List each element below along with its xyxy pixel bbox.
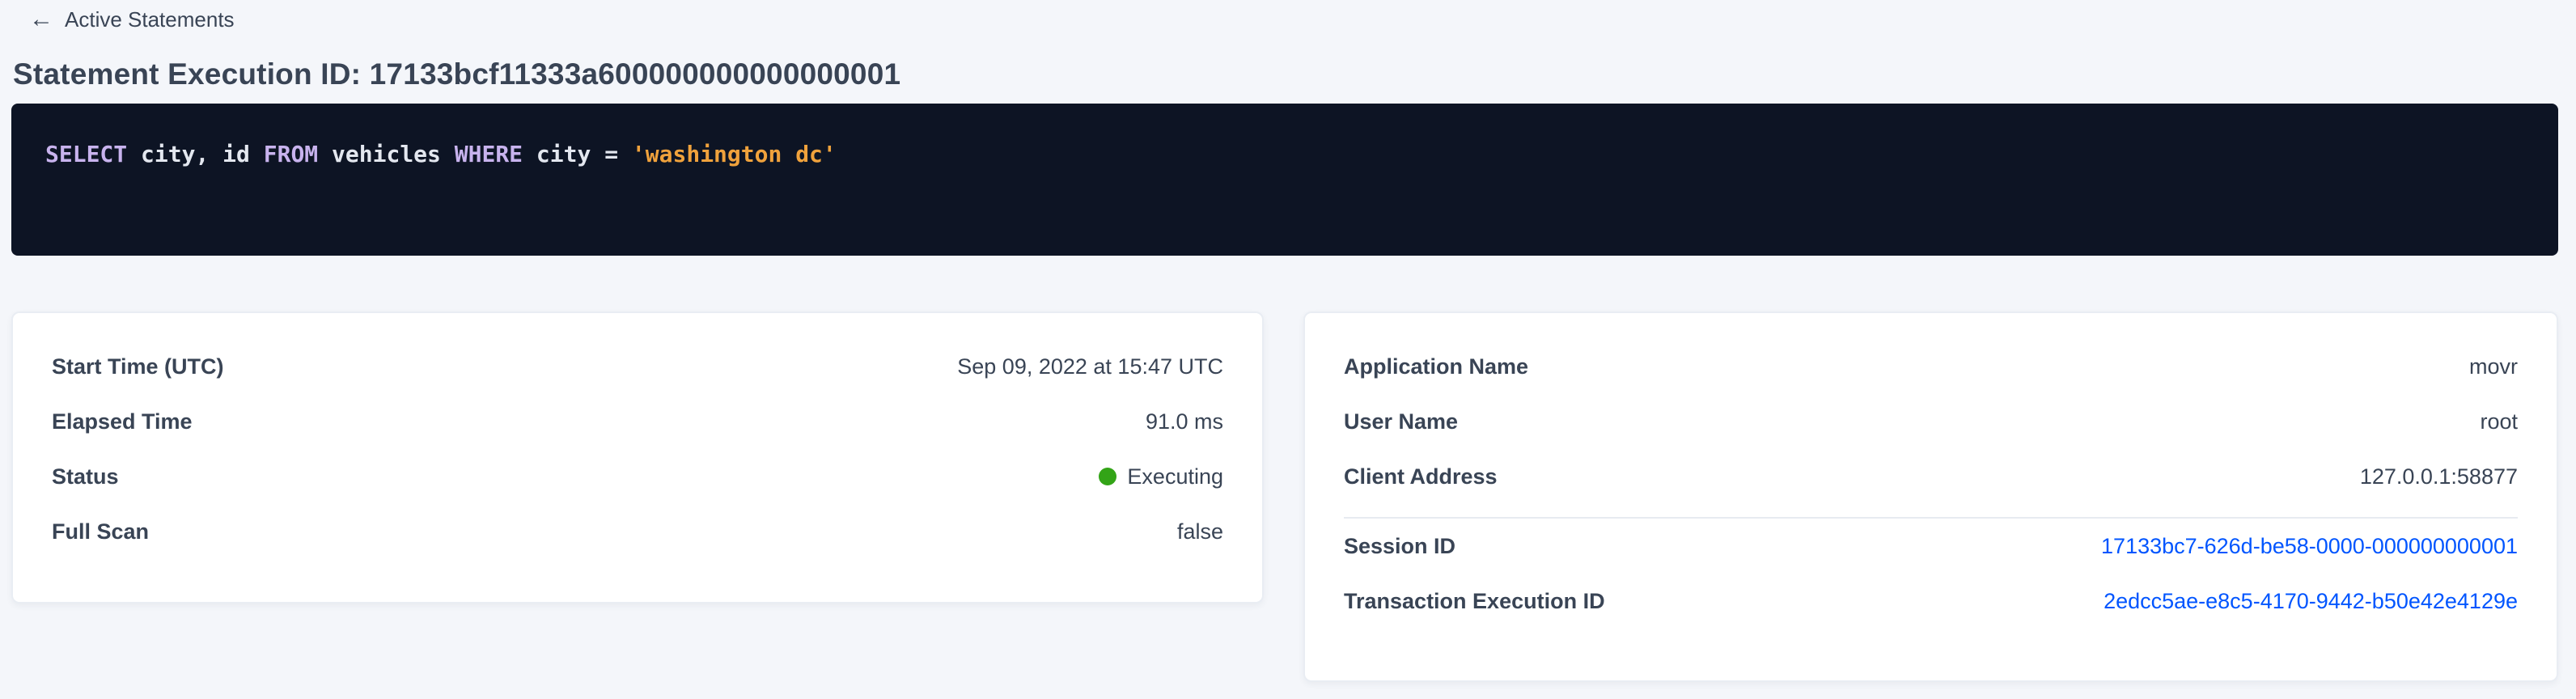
application-name-value: movr bbox=[2469, 354, 2518, 379]
elapsed-time-row: Elapsed Time 91.0 ms bbox=[52, 394, 1223, 449]
card-divider bbox=[1344, 517, 2518, 519]
session-id-label: Session ID bbox=[1344, 533, 1456, 558]
elapsed-time-label: Elapsed Time bbox=[52, 409, 193, 434]
client-address-value: 127.0.0.1:58877 bbox=[2359, 464, 2518, 489]
executing-status-dot-icon bbox=[1099, 468, 1117, 485]
back-link[interactable]: ← Active Statements bbox=[29, 6, 2558, 32]
elapsed-time-value: 91.0 ms bbox=[1145, 409, 1223, 434]
sql-text: city = bbox=[523, 141, 632, 167]
full-scan-value: false bbox=[1176, 519, 1223, 544]
statement-execution-page: ← Active Statements Statement Execution … bbox=[11, 6, 2558, 682]
full-scan-label: Full Scan bbox=[52, 519, 150, 544]
status-row: Status Executing bbox=[52, 449, 1223, 504]
transaction-execution-id-link[interactable]: 2edcc5ae-e8c5-4170-9442-b50e42e4129e bbox=[2104, 588, 2518, 613]
start-time-row: Start Time (UTC) Sep 09, 2022 at 15:47 U… bbox=[52, 339, 1223, 394]
full-scan-row: Full Scan false bbox=[52, 504, 1223, 559]
sql-statement-box: SELECT city, id FROM vehicles WHERE city… bbox=[11, 104, 2558, 256]
application-name-row: Application Name movr bbox=[1344, 339, 2518, 394]
detail-cards: Start Time (UTC) Sep 09, 2022 at 15:47 U… bbox=[11, 311, 2558, 682]
sql-text: vehicles bbox=[318, 141, 455, 167]
status-value: Executing bbox=[1099, 464, 1223, 489]
client-address-label: Client Address bbox=[1344, 464, 1498, 489]
sql-keyword: SELECT bbox=[45, 141, 128, 167]
application-name-label: Application Name bbox=[1344, 354, 1529, 379]
execution-details-card: Start Time (UTC) Sep 09, 2022 at 15:47 U… bbox=[11, 311, 1264, 604]
sql-string-literal: 'washington dc' bbox=[631, 141, 837, 167]
start-time-label: Start Time (UTC) bbox=[52, 354, 224, 379]
transaction-execution-id-label: Transaction Execution ID bbox=[1344, 588, 1605, 613]
sql-keyword: WHERE bbox=[454, 141, 523, 167]
session-id-link[interactable]: 17133bc7-626d-be58-0000-000000000001 bbox=[2101, 533, 2518, 558]
sql-text: city, id bbox=[127, 141, 264, 167]
sql-keyword: FROM bbox=[263, 141, 319, 167]
start-time-value: Sep 09, 2022 at 15:47 UTC bbox=[957, 354, 1223, 379]
user-name-label: User Name bbox=[1344, 409, 1459, 434]
back-link-label: Active Statements bbox=[65, 6, 235, 32]
session-details-card: Application Name movr User Name root Cli… bbox=[1303, 311, 2558, 682]
client-address-row: Client Address 127.0.0.1:58877 bbox=[1344, 449, 2518, 504]
page-title: Statement Execution ID: 17133bcf11333a60… bbox=[13, 57, 901, 91]
user-name-row: User Name root bbox=[1344, 394, 2518, 449]
session-id-row: Session ID 17133bc7-626d-be58-0000-00000… bbox=[1344, 519, 2518, 574]
back-arrow-icon: ← bbox=[29, 6, 53, 32]
transaction-execution-id-row: Transaction Execution ID 2edcc5ae-e8c5-4… bbox=[1344, 574, 2518, 629]
status-label: Status bbox=[52, 464, 119, 489]
user-name-value: root bbox=[2480, 409, 2518, 434]
sql-statement-text: SELECT city, id FROM vehicles WHERE city… bbox=[45, 141, 2526, 168]
status-value-text: Executing bbox=[1127, 464, 1223, 489]
